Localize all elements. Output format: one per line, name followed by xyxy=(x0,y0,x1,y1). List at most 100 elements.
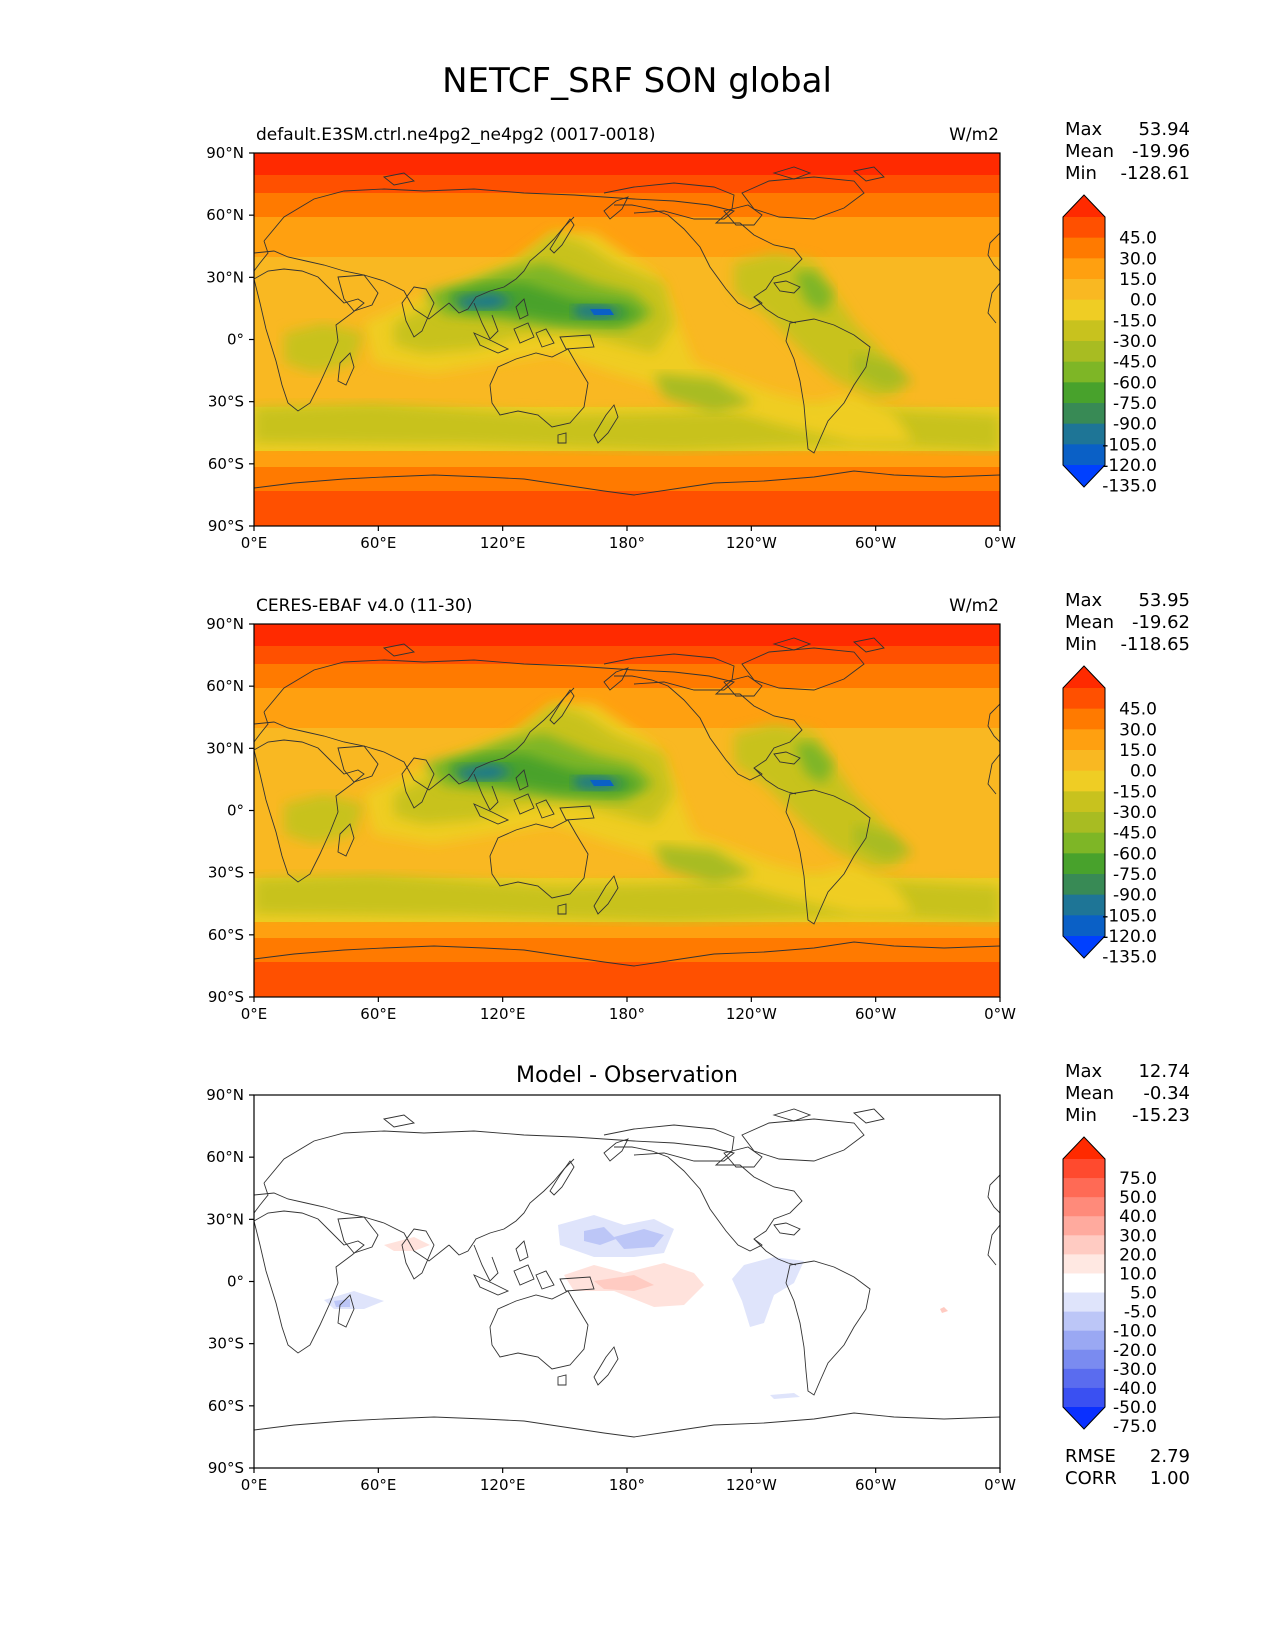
lon-tick-label: 60°E xyxy=(360,1476,396,1494)
stat-label: Mean xyxy=(1065,141,1114,162)
colorbar-tick-label: 45.0 xyxy=(1119,700,1157,720)
panel-model: default.E3SM.ctrl.ne4pg2_ne4pg2 (0017-00… xyxy=(206,119,1190,552)
stat-value: -15.23 xyxy=(1132,1105,1190,1126)
colorbar-extend-top xyxy=(1063,195,1105,217)
stat-label: Mean xyxy=(1065,1083,1114,1104)
colorbar-outline xyxy=(1062,1136,1106,1430)
lat-tick-label: 30°N xyxy=(206,268,244,286)
panel-model-colorbar: 45.030.015.00.0-15.0-30.0-45.0-60.0-75.0… xyxy=(1062,194,1157,497)
colorbar-segment xyxy=(1063,1368,1105,1389)
colorbar-tick-label: -15.0 xyxy=(1113,311,1157,331)
lat-tick-label: 90°S xyxy=(208,517,244,535)
colorbar-segment xyxy=(1063,258,1105,280)
panel-diff-stats: Max 12.74 Mean -0.34 Min -15.23 xyxy=(1065,1061,1190,1126)
stat-label: Max xyxy=(1065,1061,1103,1082)
colorbar-tick-label: -90.0 xyxy=(1113,415,1157,435)
colorbar-tick-label: -60.0 xyxy=(1113,844,1157,864)
lat-tick-label: 60°S xyxy=(208,926,244,944)
colorbar-segment xyxy=(1063,382,1105,404)
panel-obs-map xyxy=(254,624,1000,997)
colorbar-tick-label: 15.0 xyxy=(1119,741,1157,761)
colorbar-tick-label: -75.0 xyxy=(1113,394,1157,414)
stat-label: Min xyxy=(1065,634,1097,655)
colorbar-segment xyxy=(1063,770,1105,792)
colorbar-segment xyxy=(1063,812,1105,834)
colorbar-outline xyxy=(1062,194,1106,488)
stat-value: -0.34 xyxy=(1143,1083,1190,1104)
colorbar-tick-label: -40.0 xyxy=(1113,1379,1157,1399)
colorbar-segment xyxy=(1063,320,1105,342)
lon-tick-label: 60°E xyxy=(360,534,396,552)
figure-title: NETCF_SRF SON global xyxy=(442,61,832,101)
stat-label: Max xyxy=(1065,119,1103,140)
extra-stat-value: 2.79 xyxy=(1150,1446,1190,1467)
lon-tick-label: 0°W xyxy=(984,1005,1016,1023)
panel-obs-left-title: CERES-EBAF v4.0 (11-30) xyxy=(256,596,472,616)
panel-diff-axis-ticks: 90°N 60°N 30°N 0° 30°S 60°S 90°S0°E 60°E 120°E 18… xyxy=(206,1086,1016,1494)
lat-tick-label: 60°S xyxy=(208,1397,244,1415)
colorbar-tick-label: 45.0 xyxy=(1119,229,1157,249)
colorbar-tick-label: -10.0 xyxy=(1113,1322,1157,1342)
colorbar-segment xyxy=(1063,217,1105,239)
lon-tick-label: 120°W xyxy=(726,534,777,552)
colorbar-tick-label: -120.0 xyxy=(1102,456,1157,476)
lat-tick-label: 30°S xyxy=(208,393,244,411)
colorbar-tick-label: -5.0 xyxy=(1124,1303,1157,1323)
colorbar-segment xyxy=(1063,423,1105,445)
lat-tick-label: 90°N xyxy=(206,615,244,633)
colorbar-tick-label: -135.0 xyxy=(1102,948,1157,968)
lat-tick-label: 0° xyxy=(227,1273,244,1291)
colorbar-tick-label: -105.0 xyxy=(1102,435,1157,455)
lon-tick-label: 0°E xyxy=(241,1005,268,1023)
colorbar-tick-label: 10.0 xyxy=(1119,1264,1157,1284)
colorbar-tick-label: -75.0 xyxy=(1113,1417,1157,1437)
colorbar-tick-label: -120.0 xyxy=(1102,927,1157,947)
panel-obs: CERES-EBAF v4.0 (11-30) W/m2 90°N 60°N 30°… xyxy=(206,590,1190,1023)
colorbar-tick-label: -20.0 xyxy=(1113,1341,1157,1361)
stat-value: -19.62 xyxy=(1132,612,1190,633)
colorbar-segment xyxy=(1063,1273,1105,1294)
colorbar-segment xyxy=(1063,1330,1105,1351)
colorbar-tick-label: -30.0 xyxy=(1113,1360,1157,1380)
colorbar-segment xyxy=(1063,874,1105,896)
panel-model-units: W/m2 xyxy=(949,125,999,145)
lon-tick-label: 120°W xyxy=(726,1476,777,1494)
panel-model-left-title: default.E3SM.ctrl.ne4pg2_ne4pg2 (0017-00… xyxy=(256,125,656,145)
colorbar-segment xyxy=(1063,729,1105,751)
lat-tick-label: 30°N xyxy=(206,1210,244,1228)
colorbar-segment xyxy=(1063,403,1105,425)
lat-tick-label: 90°S xyxy=(208,988,244,1006)
colorbar-segment xyxy=(1063,341,1105,363)
stat-value: 53.94 xyxy=(1138,119,1190,140)
panel-obs-axis-ticks: 90°N 60°N 30°N 0° 30°S 60°S 90°S0°E 60°E 120°E 18… xyxy=(206,615,1016,1023)
colorbar-segment xyxy=(1063,915,1105,937)
colorbar-segment xyxy=(1063,1292,1105,1313)
lon-tick-label: 0°W xyxy=(984,534,1016,552)
lon-tick-label: 120°E xyxy=(480,534,526,552)
panel-diff-extra-stats: RMSE 2.79 CORR 1.00 xyxy=(1065,1446,1190,1489)
colorbar-segment xyxy=(1063,1178,1105,1198)
extra-stat-label: RMSE xyxy=(1065,1446,1116,1467)
lat-tick-label: 90°N xyxy=(206,144,244,162)
colorbar-segment xyxy=(1063,1387,1105,1408)
panel-diff-center-title: Model - Observation xyxy=(516,1063,738,1088)
stat-label: Max xyxy=(1065,590,1103,611)
colorbar-segment xyxy=(1063,750,1105,772)
stat-value: -118.65 xyxy=(1121,634,1190,655)
colorbar-tick-label: -45.0 xyxy=(1113,353,1157,373)
colorbar-tick-label: 0.0 xyxy=(1130,762,1157,782)
colorbar-extend-bottom xyxy=(1063,1407,1105,1429)
colorbar-tick-label: -15.0 xyxy=(1113,782,1157,802)
colorbar-segment xyxy=(1063,832,1105,854)
colorbar-extend-top xyxy=(1063,666,1105,688)
colorbar-segment xyxy=(1063,853,1105,875)
lat-tick-label: 60°N xyxy=(206,677,244,695)
colorbar-segment xyxy=(1063,299,1105,321)
lon-tick-label: 0°W xyxy=(984,1476,1016,1494)
lat-tick-label: 90°N xyxy=(206,1086,244,1104)
colorbar-tick-label: 0.0 xyxy=(1130,291,1157,311)
colorbar-segment xyxy=(1063,1254,1105,1274)
stat-label: Min xyxy=(1065,163,1097,184)
stat-value: -19.96 xyxy=(1132,141,1190,162)
colorbar-tick-label: -60.0 xyxy=(1113,373,1157,393)
